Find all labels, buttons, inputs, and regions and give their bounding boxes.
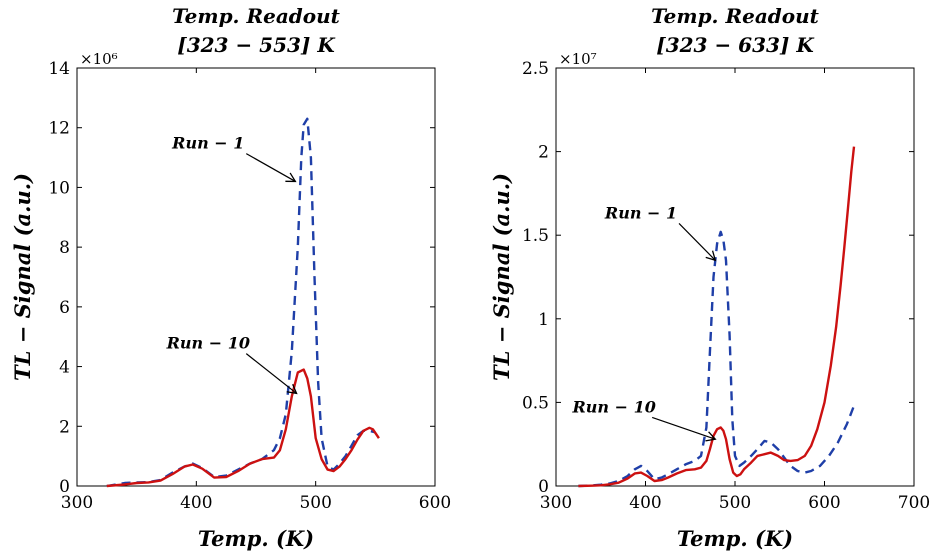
y-tick-label: 1 (538, 310, 549, 330)
y-tick-label: 2 (59, 417, 70, 437)
chart-title-line-2: [323 − 553] K (177, 33, 336, 57)
y-tick-label: 12 (48, 119, 70, 139)
annotation-arrowhead (705, 250, 717, 262)
y-tick-label: 14 (48, 59, 70, 79)
y-axis-multiplier: ×10⁷ (559, 50, 597, 68)
y-axis-label: TL − Signal (a.u.) (10, 173, 35, 381)
y-tick-label: 2 (538, 143, 549, 163)
annotation-arrowhead (705, 431, 717, 442)
y-tick-label: 8 (59, 238, 70, 258)
chart-2: 300 400 500 600 700 0 0.5 1 1.5 2 2.5 ×10⁷ Temp. Rea… (489, 4, 930, 551)
annotation-arrow (245, 353, 297, 394)
x-tick-label: 500 (299, 493, 331, 513)
chart-1: 300 400 500 600 0 2 4 6 8 10 12 14 ×10⁶ Temp. Readout… (10, 4, 451, 551)
annotation-label: Run − 10 (166, 334, 250, 353)
plot-area-frame (555, 67, 915, 487)
annotation-label: Run − 10 (571, 397, 655, 416)
annotation-label: Run − 1 (171, 134, 244, 153)
x-tick-label: 300 (540, 493, 572, 513)
y-tick-label: 6 (59, 298, 70, 318)
x-tick-label: 700 (898, 493, 930, 513)
annotation-arrow (678, 223, 716, 261)
x-tick-label: 300 (61, 493, 93, 513)
chart-title-line-1: Temp. Readout (172, 4, 341, 28)
y-tick-label: 4 (59, 358, 70, 378)
y-tick-label: 2.5 (522, 59, 549, 79)
x-tick-label: 600 (808, 493, 840, 513)
chart-title-line-1: Temp. Readout (651, 4, 820, 28)
plot-area-frame (76, 67, 436, 487)
series-line-run-1 (578, 230, 856, 488)
x-tick-label: 400 (180, 493, 212, 513)
annotation-arrow (651, 416, 716, 440)
y-tick-label: 0 (59, 477, 70, 497)
x-tick-label: 400 (629, 493, 661, 513)
annotation-arrowhead (286, 383, 298, 395)
y-tick-label: 0 (538, 477, 549, 497)
y-axis-multiplier: ×10⁶ (80, 50, 118, 68)
x-tick-label: 500 (719, 493, 751, 513)
x-axis-label: Temp. (K) (677, 526, 793, 551)
series-line-run-1 (106, 117, 376, 488)
y-tick-label: 1.5 (522, 226, 549, 246)
x-axis-label: Temp. (K) (198, 526, 314, 551)
y-tick-label: 0.5 (522, 393, 549, 413)
annotation-arrowhead (285, 172, 297, 183)
annotation-arrow (245, 153, 296, 182)
y-tick-label: 10 (48, 178, 70, 198)
series-line-run-10 (578, 146, 856, 488)
annotation-label: Run − 1 (604, 203, 677, 222)
series-line-run-10 (106, 368, 380, 488)
y-axis-label: TL − Signal (a.u.) (489, 173, 514, 381)
x-tick-label: 600 (419, 493, 451, 513)
chart-title-line-2: [323 − 633] K (656, 33, 815, 57)
